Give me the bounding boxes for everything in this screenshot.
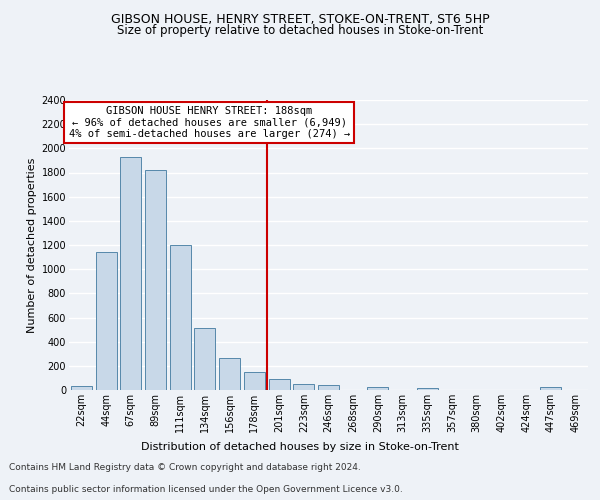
Text: Contains public sector information licensed under the Open Government Licence v3: Contains public sector information licen… bbox=[9, 485, 403, 494]
Text: GIBSON HOUSE, HENRY STREET, STOKE-ON-TRENT, ST6 5HP: GIBSON HOUSE, HENRY STREET, STOKE-ON-TRE… bbox=[110, 12, 490, 26]
Y-axis label: Number of detached properties: Number of detached properties bbox=[28, 158, 37, 332]
Bar bbox=[367, 387, 388, 390]
Text: GIBSON HOUSE HENRY STREET: 188sqm
← 96% of detached houses are smaller (6,949)
4: GIBSON HOUSE HENRY STREET: 188sqm ← 96% … bbox=[68, 106, 350, 139]
Text: Distribution of detached houses by size in Stoke-on-Trent: Distribution of detached houses by size … bbox=[141, 442, 459, 452]
Text: Size of property relative to detached houses in Stoke-on-Trent: Size of property relative to detached ho… bbox=[117, 24, 483, 37]
Bar bbox=[244, 372, 265, 390]
Bar bbox=[541, 387, 562, 390]
Text: Contains HM Land Registry data © Crown copyright and database right 2024.: Contains HM Land Registry data © Crown c… bbox=[9, 464, 361, 472]
Bar bbox=[269, 379, 290, 390]
Bar bbox=[318, 384, 339, 390]
Bar bbox=[95, 252, 116, 390]
Bar bbox=[120, 157, 141, 390]
Bar bbox=[71, 386, 92, 390]
Bar bbox=[417, 388, 438, 390]
Bar bbox=[293, 384, 314, 390]
Bar bbox=[170, 245, 191, 390]
Bar bbox=[145, 170, 166, 390]
Bar bbox=[194, 328, 215, 390]
Bar bbox=[219, 358, 240, 390]
